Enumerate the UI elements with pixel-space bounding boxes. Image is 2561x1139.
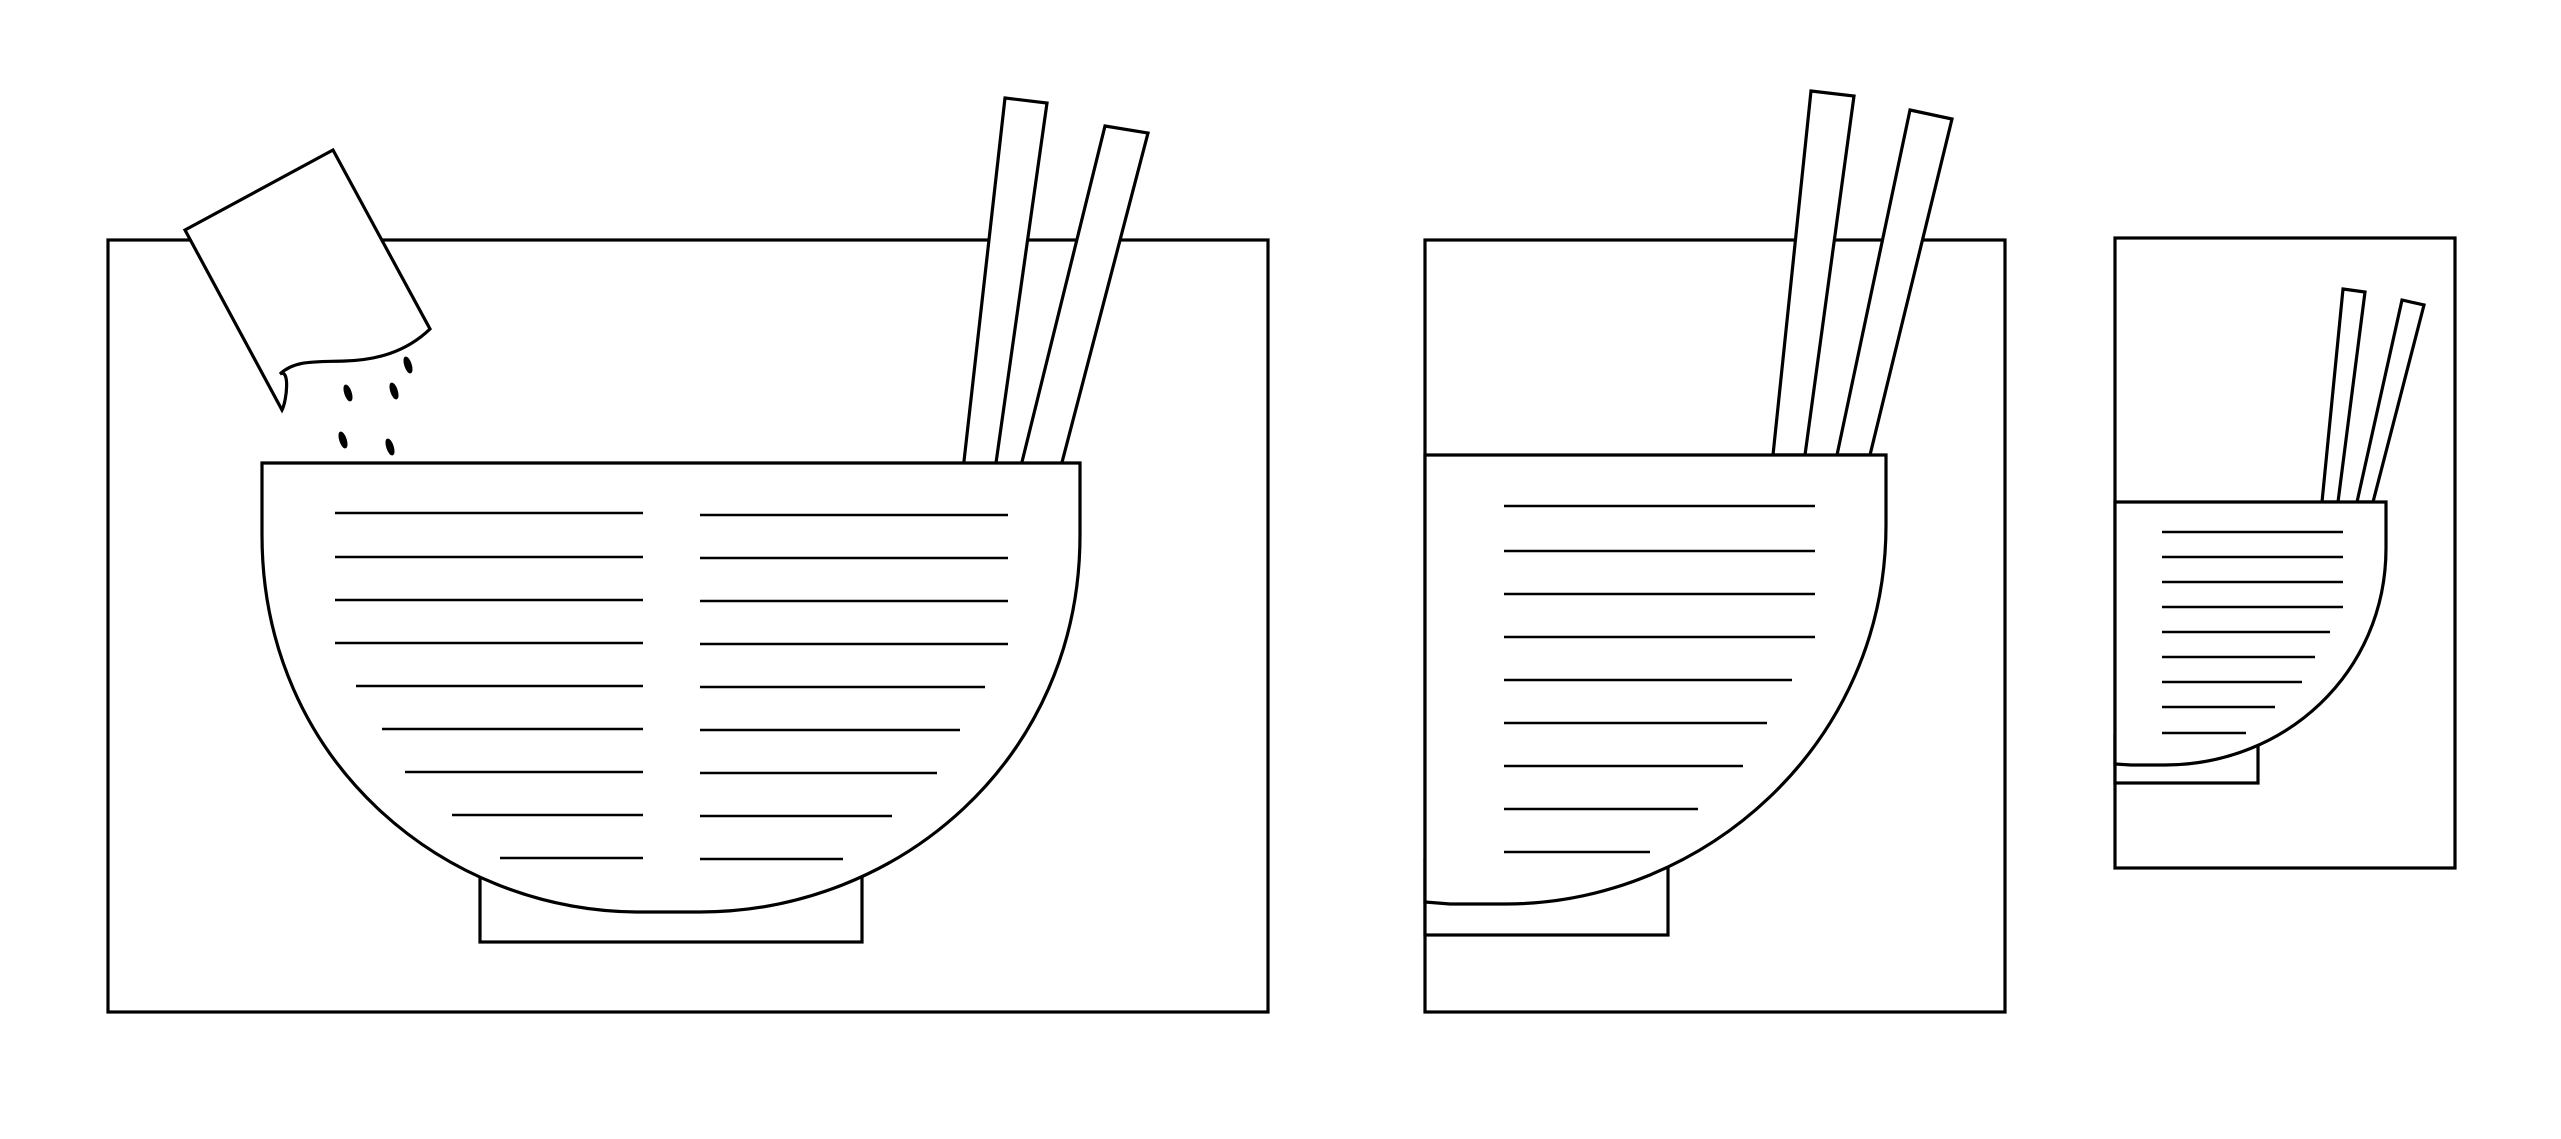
granule: [389, 382, 399, 400]
granule: [338, 431, 348, 449]
bowl: [260, 461, 1082, 914]
noodle-lines-left: [335, 511, 643, 860]
granule: [403, 356, 413, 374]
granule: [343, 384, 353, 402]
seasoning-packet: [182, 147, 432, 414]
seasoning-granules: [338, 356, 413, 456]
panel-bowl-cropped: [1423, 89, 2007, 1014]
noodle-lines: [1504, 504, 1815, 854]
noodle-lines: [2162, 530, 2343, 735]
panel-seasoning: [106, 96, 1270, 1014]
noodle-lines-right: [700, 513, 1008, 861]
packet-body: [182, 147, 432, 414]
bowl: [2113, 500, 2388, 767]
panel-bowl-small: [2113, 236, 2457, 870]
granule: [385, 438, 395, 456]
